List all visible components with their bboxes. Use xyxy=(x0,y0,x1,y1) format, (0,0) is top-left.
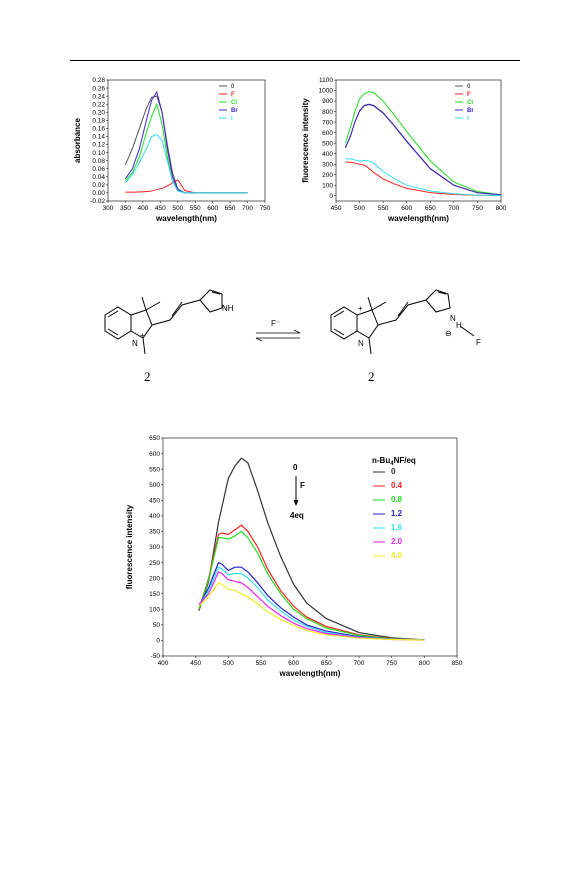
compound-number-left: 2 xyxy=(144,369,151,384)
atom-n-plus-left: N xyxy=(132,339,138,348)
charge-plus-right: + xyxy=(358,304,363,313)
atom-n-right-ring: N xyxy=(450,314,456,323)
atom-f-right: F xyxy=(476,338,481,347)
arrow-label-fluoride: F⁻ xyxy=(271,319,280,328)
left-molecule xyxy=(104,289,223,355)
charge-plus-left: + xyxy=(140,331,145,340)
right-molecule xyxy=(330,289,475,355)
header-rule xyxy=(70,60,520,61)
compound-number-right: 2 xyxy=(368,369,375,384)
atom-h-right: H xyxy=(456,321,462,330)
charge-minus-right: ⊖ xyxy=(445,329,452,338)
atom-n-plus-right: N xyxy=(358,339,364,348)
equilibrium-arrow xyxy=(255,329,301,342)
atom-nh-left: NH xyxy=(222,304,234,313)
